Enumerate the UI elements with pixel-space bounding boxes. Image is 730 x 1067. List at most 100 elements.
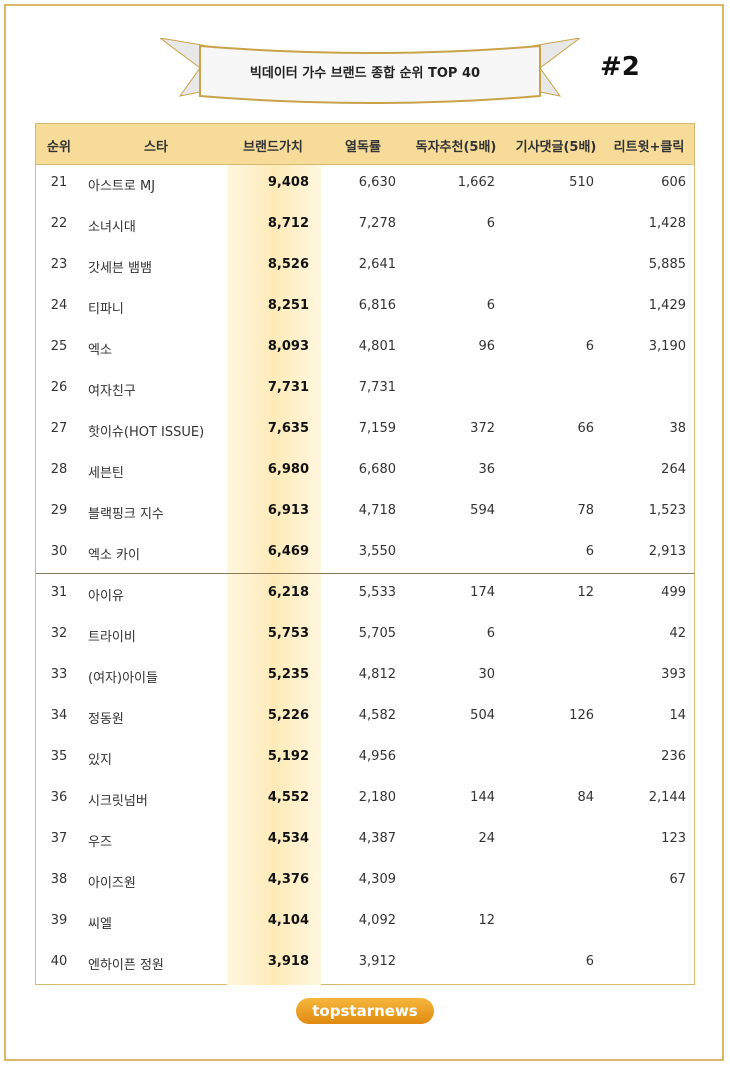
cell: 24 <box>478 831 495 846</box>
cell: 5,885 <box>648 257 686 272</box>
rank: 22 <box>50 216 68 231</box>
cell: 6 <box>585 339 594 354</box>
cell: 6 <box>585 954 594 969</box>
cell: 1,523 <box>648 503 686 518</box>
cell: 2,913 <box>648 544 686 559</box>
cell: 5,235 <box>267 667 309 682</box>
column-header: 열독률 <box>345 140 381 155</box>
rank: 25 <box>50 339 68 354</box>
cell: 264 <box>661 462 686 477</box>
star-name: 엑소 카이 <box>88 548 140 563</box>
logo: topstarnews <box>296 998 434 1024</box>
cell: 6 <box>486 298 495 313</box>
cell: 8,526 <box>267 257 309 272</box>
star-name: 트라이비 <box>88 630 136 645</box>
star-name: 시크릿넘버 <box>88 794 148 809</box>
table: 순위 스타 브랜드가치 열독률 독자추천(5배) 기사댓글(5배) 리트윗+클릭 21 아스트… <box>35 123 695 985</box>
rank: 33 <box>50 667 68 682</box>
title: 빅데이터 가수 브랜드 종합 순위 TOP 40 <box>249 66 481 81</box>
rank: 23 <box>50 257 68 272</box>
cell: 393 <box>661 667 686 682</box>
rank: 28 <box>50 462 68 477</box>
cell: 372 <box>470 421 495 436</box>
rank: 37 <box>50 831 68 846</box>
cell: 2,180 <box>358 790 396 805</box>
cell: 499 <box>661 585 686 600</box>
cell: 6,980 <box>267 462 309 477</box>
cell: 4,956 <box>358 749 396 764</box>
table-header: 순위 스타 브랜드가치 열독률 독자추천(5배) 기사댓글(5배) 리트윗+클릭 <box>36 124 694 165</box>
cell: 84 <box>577 790 594 805</box>
cell: 6 <box>486 626 495 641</box>
star-name: 있지 <box>88 753 112 768</box>
cell: 606 <box>661 175 686 190</box>
cell: 6 <box>585 544 594 559</box>
cell: 4,376 <box>267 872 309 887</box>
rank: 26 <box>50 380 68 395</box>
rank: 29 <box>50 503 68 518</box>
cell: 6,469 <box>267 544 309 559</box>
star-name: 아스트로 MJ <box>88 179 156 194</box>
cell: 1,662 <box>457 175 495 190</box>
cell: 4,801 <box>358 339 396 354</box>
rank: 27 <box>50 421 68 436</box>
star-name: 정동원 <box>88 712 124 727</box>
rank: 21 <box>50 175 68 190</box>
cell: 4,812 <box>358 667 396 682</box>
cell: 3,912 <box>358 954 396 969</box>
star-name: 아이즈원 <box>88 876 136 891</box>
rank: 34 <box>50 708 68 723</box>
highlight-column <box>227 165 321 985</box>
cell: 3,190 <box>648 339 686 354</box>
column-header: 리트윗+클릭 <box>613 140 685 155</box>
cell: 123 <box>661 831 686 846</box>
cell: 4,534 <box>267 831 309 846</box>
cell: 6,630 <box>358 175 396 190</box>
cell: 4,387 <box>358 831 396 846</box>
frame <box>4 4 724 1061</box>
star-name: 갓세븐 뱀뱀 <box>88 261 152 276</box>
column-header: 독자추천(5배) <box>415 140 497 155</box>
cell: 3,918 <box>267 954 309 969</box>
star-name: (여자)아이들 <box>88 671 158 686</box>
column-header: 순위 <box>47 140 71 155</box>
cell: 6 <box>486 216 495 231</box>
cell: 6,680 <box>358 462 396 477</box>
rank: 30 <box>50 544 68 559</box>
column-header: 스타 <box>144 140 168 155</box>
star-name: 씨엘 <box>88 917 112 932</box>
rank: 31 <box>50 585 68 600</box>
cell: 4,092 <box>358 913 396 928</box>
cell: 66 <box>577 421 594 436</box>
cell: 5,533 <box>358 585 396 600</box>
cell: 9,408 <box>267 175 309 190</box>
ribbon <box>160 38 580 104</box>
star-name: 엑소 <box>88 343 112 358</box>
rank: 36 <box>50 790 68 805</box>
cell: 78 <box>577 503 594 518</box>
cell: 4,582 <box>358 708 396 723</box>
cell: 4,718 <box>358 503 396 518</box>
cell: 236 <box>661 749 686 764</box>
cell: 1,428 <box>648 216 686 231</box>
cell: 5,705 <box>358 626 396 641</box>
cell: 2,641 <box>358 257 396 272</box>
cell: 7,731 <box>267 380 309 395</box>
cell: 7,159 <box>358 421 396 436</box>
rank: 40 <box>50 954 68 969</box>
star-name: 여자친구 <box>88 384 136 399</box>
star-name: 아이유 <box>88 589 124 604</box>
column-header: 브랜드가치 <box>243 140 303 155</box>
cell: 7,278 <box>358 216 396 231</box>
badge: #2 <box>600 52 640 82</box>
star-name: 소녀시대 <box>88 220 136 235</box>
cell: 126 <box>569 708 594 723</box>
cell: 6,816 <box>358 298 396 313</box>
cell: 38 <box>669 421 686 436</box>
cell: 7,731 <box>358 380 396 395</box>
cell: 4,104 <box>267 913 309 928</box>
star-name: 티파니 <box>88 302 124 317</box>
cell: 8,712 <box>267 216 309 231</box>
cell: 4,309 <box>358 872 396 887</box>
